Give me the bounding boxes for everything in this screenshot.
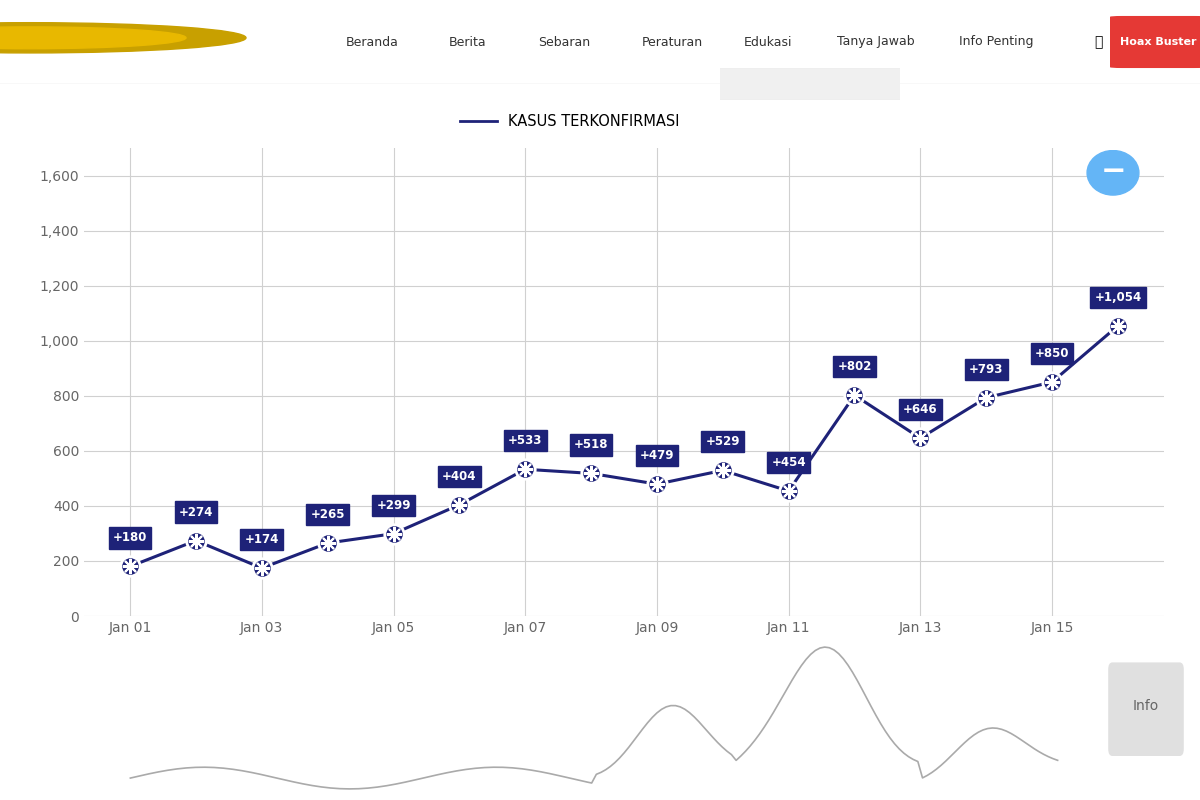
Text: +793: +793 [970, 362, 1003, 376]
FancyBboxPatch shape [1109, 662, 1183, 756]
Text: +850: +850 [1034, 347, 1069, 360]
Text: Peraturan: Peraturan [642, 35, 702, 49]
Legend: KASUS TERKONFIRMASI: KASUS TERKONFIRMASI [455, 109, 685, 135]
Circle shape [1087, 150, 1139, 195]
Text: +802: +802 [838, 360, 871, 373]
Text: Info Penting: Info Penting [959, 35, 1033, 49]
Circle shape [0, 27, 186, 49]
Text: +518: +518 [574, 438, 608, 451]
Text: +180: +180 [113, 531, 148, 545]
FancyBboxPatch shape [716, 67, 904, 101]
Text: +265: +265 [311, 508, 344, 521]
Text: Berita: Berita [449, 35, 487, 49]
Text: +404: +404 [442, 470, 476, 482]
Text: Hoax Buster: Hoax Buster [1120, 37, 1196, 47]
Text: NASIONAL: NASIONAL [1078, 105, 1182, 123]
Text: Sebaran: Sebaran [538, 35, 590, 49]
Text: Info: Info [1133, 698, 1159, 713]
FancyBboxPatch shape [1110, 16, 1200, 68]
Text: Tanya Jawab: Tanya Jawab [838, 35, 914, 49]
Circle shape [0, 22, 246, 53]
Text: +174: +174 [245, 533, 278, 546]
Text: +454: +454 [772, 456, 806, 469]
Text: +529: +529 [706, 435, 740, 448]
Text: Edukasi: Edukasi [744, 35, 792, 49]
Text: Beranda: Beranda [346, 35, 398, 49]
Text: +1,054: +1,054 [1094, 291, 1141, 304]
Text: 🔍: 🔍 [1094, 35, 1102, 49]
Text: +479: +479 [640, 449, 674, 462]
Text: +274: +274 [179, 506, 214, 518]
Text: −: − [1100, 158, 1126, 186]
Text: ↗Perkembangan Kasus Terkonfirmasi Positif Covid-19 Per-Hari: ↗Perkembangan Kasus Terkonfirmasi Positi… [18, 105, 604, 123]
Text: +533: +533 [508, 434, 542, 447]
Text: +299: +299 [377, 498, 410, 512]
Text: +646: +646 [904, 403, 937, 416]
